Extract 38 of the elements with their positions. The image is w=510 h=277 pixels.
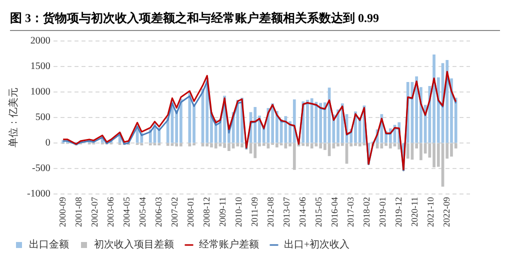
x-tick-label: 2019-01	[377, 197, 388, 228]
x-tick-label: 2012-08	[265, 196, 276, 228]
x-tick-label: 2020-11	[409, 197, 420, 227]
x-tick-label: 2013-07	[281, 196, 292, 228]
x-tick-label: 2001-08	[73, 196, 84, 228]
x-tick-label: 2004-05	[121, 196, 132, 228]
legend-label: 出口金额	[29, 238, 69, 251]
y-tick-label: 500	[35, 112, 50, 124]
legend-label: 经常账户差额	[199, 238, 259, 251]
y-tick-label: 2000	[30, 36, 50, 47]
x-tick-label: 2017-03	[345, 196, 356, 228]
x-tick-label: 2003-06	[105, 196, 116, 228]
chart-title: 图 3：货物项与初次收入项差额之和与经常账户差额相关系数达到 0.99	[10, 10, 500, 31]
x-tick-label: 2014-06	[297, 196, 308, 228]
x-tick-label: 2011-09	[249, 196, 260, 227]
x-tick-label: 2015-05	[313, 196, 324, 228]
x-tick-label: 2007-02	[169, 197, 180, 228]
x-tick-label: 2021-10	[425, 196, 436, 228]
y-axis-title: 单位：亿美元	[8, 88, 20, 148]
y-tick-label: -500	[32, 163, 50, 174]
x-tick-label: 2018-02	[361, 197, 372, 228]
y-tick-label: 0	[45, 138, 50, 149]
x-tick-label: 2022-09	[441, 196, 452, 228]
x-tick-label: 2009-11	[217, 197, 228, 227]
x-tick-label: 2006-03	[153, 196, 164, 228]
x-tick-label: 2008-01	[185, 197, 196, 228]
x-tick-label: 2010-10	[233, 196, 244, 228]
x-tick-label: 2002-07	[89, 196, 100, 228]
x-tick-label: 2016-04	[329, 196, 340, 228]
y-tick-label: 1000	[30, 86, 50, 98]
legend-label: 初次收入项目差额	[94, 238, 174, 251]
x-tick-label: 2000-09	[57, 196, 68, 228]
x-tick-label: 2019-12	[393, 197, 404, 228]
y-tick-label: 1500	[30, 61, 50, 72]
x-tick-label: 2008-12	[201, 197, 212, 228]
y-tick-label: -1000	[26, 188, 50, 200]
x-tick-label: 2005-04	[137, 196, 148, 228]
legend-label: 出口+初次收入	[284, 238, 350, 251]
